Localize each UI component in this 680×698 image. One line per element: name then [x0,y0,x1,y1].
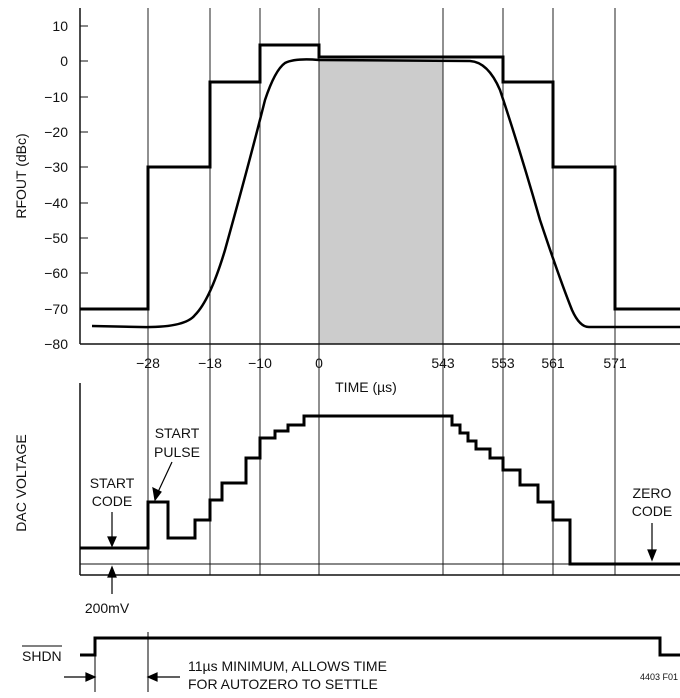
ytick-m50: −50 [44,230,68,246]
xtick-m18: −18 [198,355,222,371]
ytick-10: 10 [52,18,68,34]
shdn-note-line2: FOR AUTOZERO TO SETTLE [188,676,378,692]
shdn-note-line1: 11µs MINIMUM, ALLOWS TIME [188,658,387,674]
xtick-561: 561 [541,355,565,371]
xtick-m28: −28 [136,355,160,371]
top-x-label: TIME (µs) [335,379,397,395]
annotation-arrows [107,461,657,594]
top-y-label: RFOUT (dBc) [13,133,29,218]
xtick-0: 0 [315,355,323,371]
ytick-m20: −20 [44,124,68,140]
ytick-m70: −70 [44,301,68,317]
shdn-label: SHDN [22,648,62,664]
xtick-571: 571 [603,355,627,371]
rf-output-curve [91,58,680,329]
ytick-m30: −30 [44,159,68,175]
zero-code-line2: CODE [632,503,672,519]
shdn-arrows [64,672,180,682]
ytick-m10: −10 [44,89,68,105]
ytick-m60: −60 [44,265,68,281]
xtick-543: 543 [431,355,455,371]
mask-step-series [80,43,680,311]
zero-code-line1: ZERO [633,485,672,501]
dac-y-label: DAC VOLTAGE [13,434,29,532]
xtick-553: 553 [491,355,515,371]
ytick-m40: −40 [44,195,68,211]
shdn-signal [80,636,680,657]
xtick-m10: −10 [248,355,272,371]
start-code-line1: START [90,475,135,491]
voltage-label: 200mV [85,600,130,616]
start-pulse-line1: START [155,425,200,441]
start-pulse-line2: PULSE [154,444,200,460]
ytick-m80: −80 [44,336,68,352]
shaded-region [319,61,443,344]
figure-id: 4403 F01 [640,672,678,682]
start-code-line2: CODE [92,493,132,509]
dac-staircase [80,414,680,566]
ytick-0: 0 [60,53,68,69]
